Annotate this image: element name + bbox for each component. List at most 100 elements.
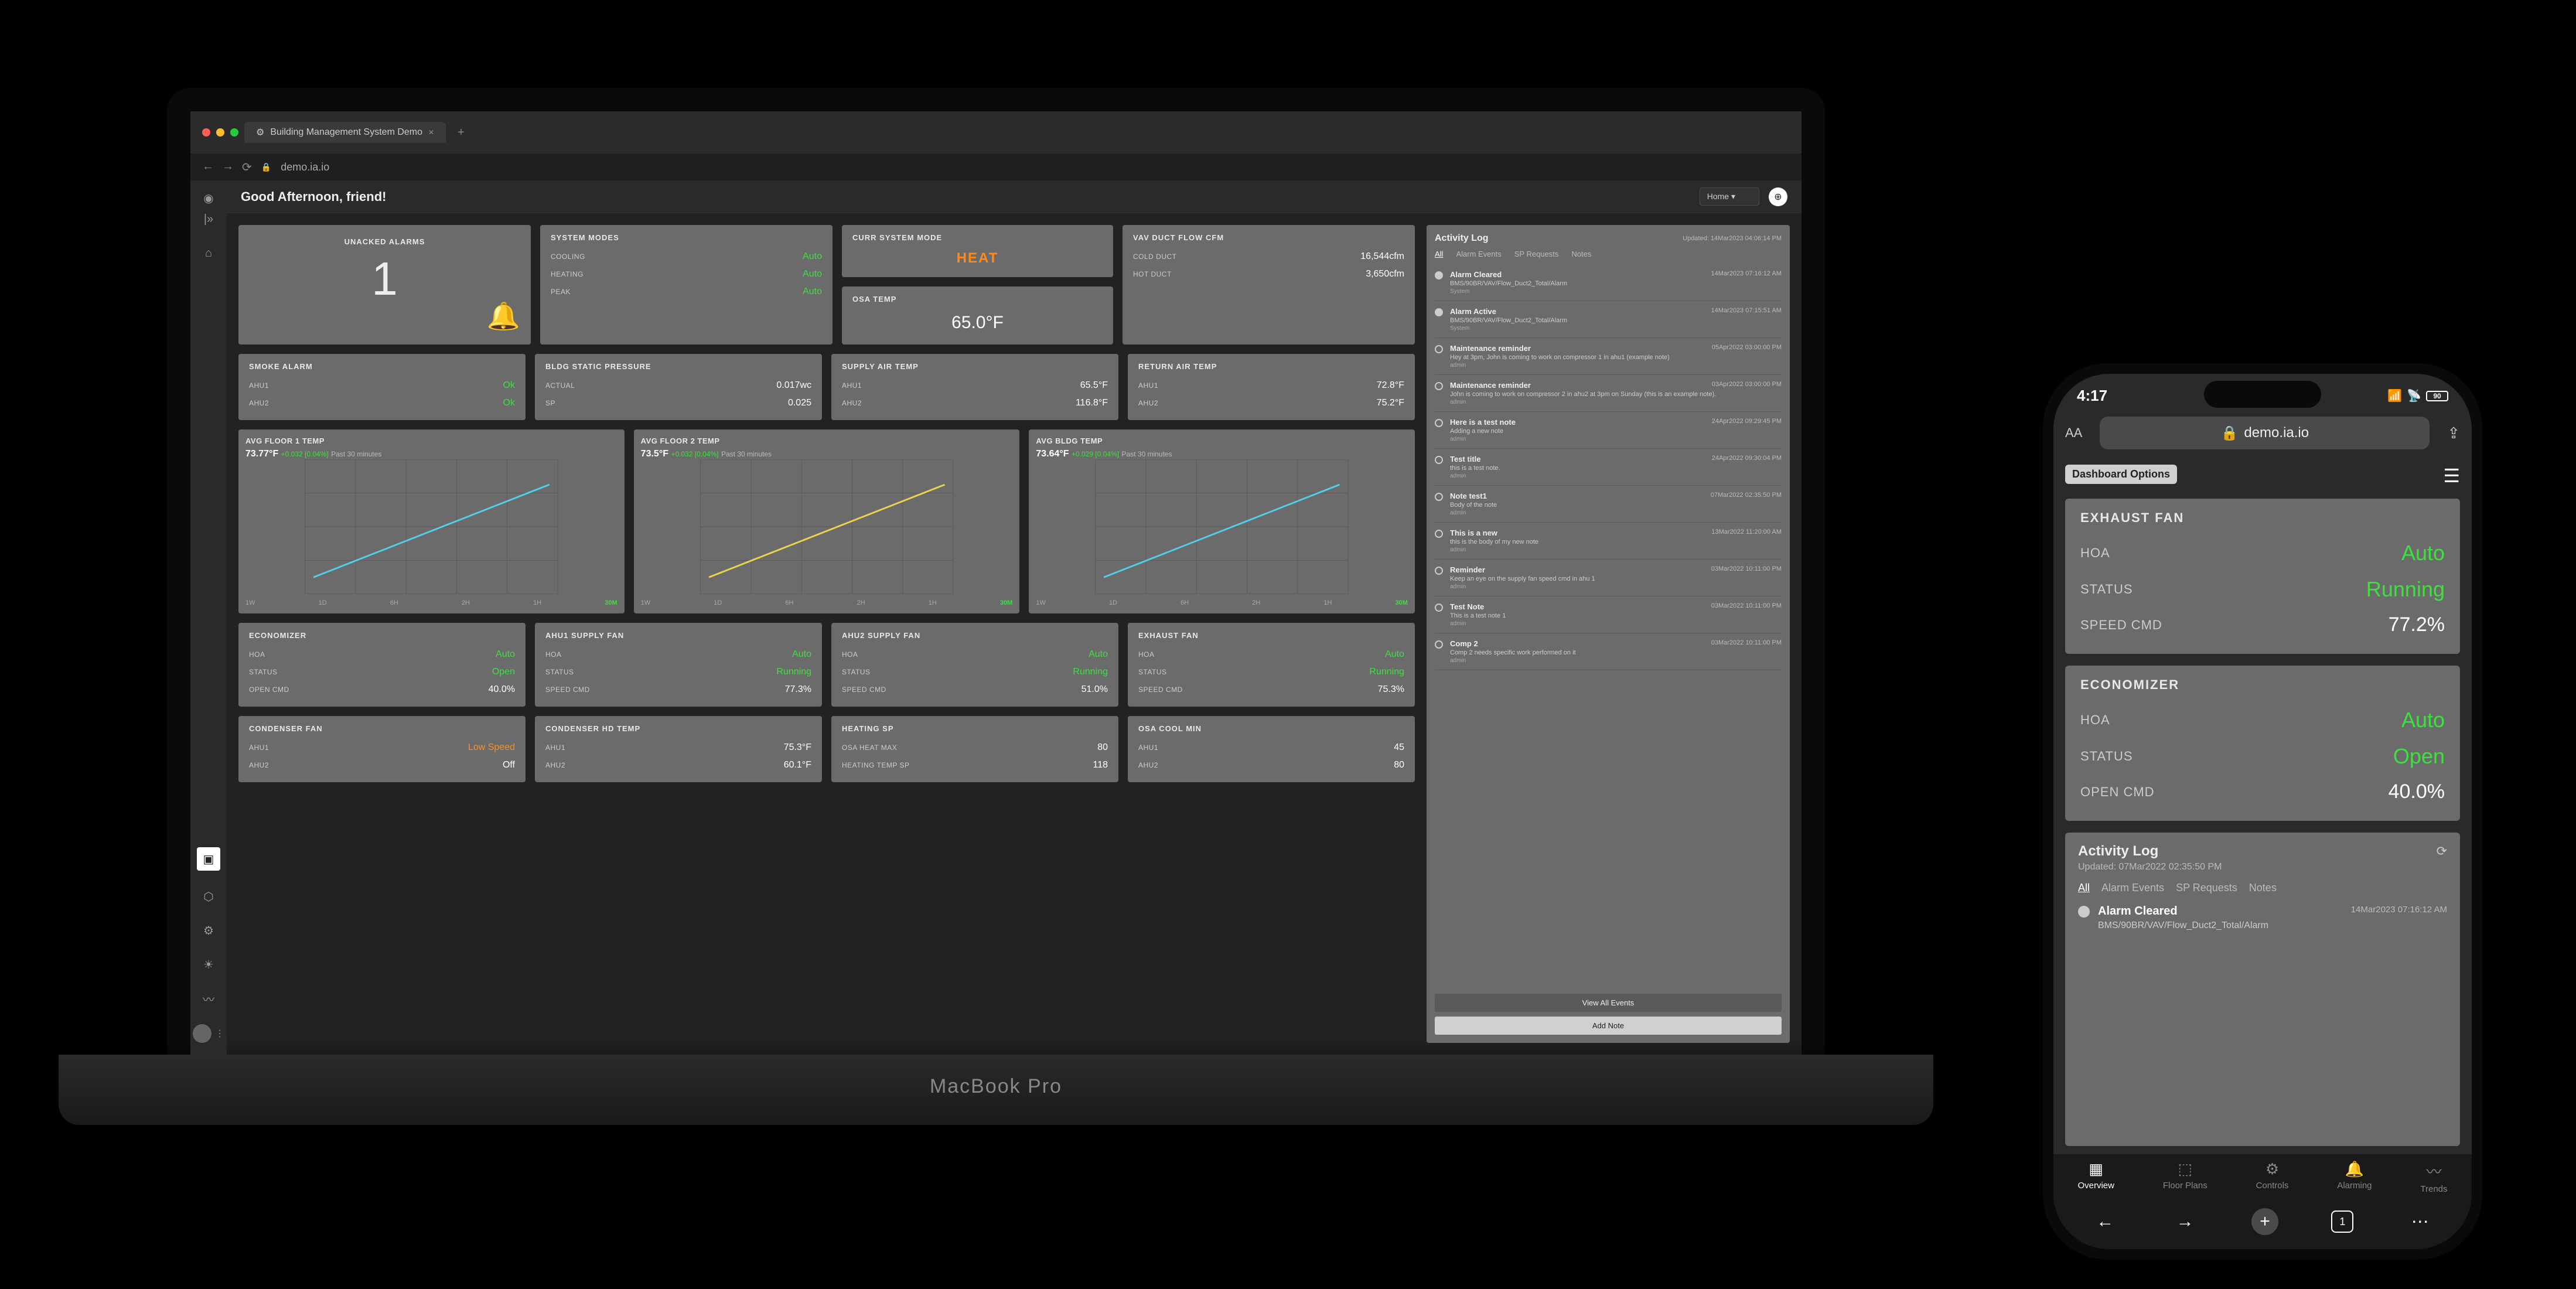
sidebar-logo-icon[interactable]: ◉: [200, 190, 217, 206]
activity-tab[interactable]: Notes: [1571, 250, 1591, 258]
chart-tick[interactable]: 2H: [1252, 599, 1260, 606]
chart-tick[interactable]: 1H: [929, 599, 937, 606]
activity-item[interactable]: Alarm Active14Mar2023 07:15:51 AM BMS/90…: [1435, 301, 1782, 338]
osa-cool-card[interactable]: OSA COOL MINAHU145AHU280: [1128, 716, 1415, 782]
phone-url-bar[interactable]: 🔒 demo.ia.io: [2100, 417, 2430, 449]
phone-back-button[interactable]: ←: [2091, 1208, 2118, 1235]
heating-sp-card[interactable]: HEATING SPOSA HEAT MAX80HEATING TEMP SP1…: [831, 716, 1118, 782]
chart-tick[interactable]: 2H: [857, 599, 865, 606]
sidebar-dashboard-icon[interactable]: ▣: [197, 847, 220, 871]
chart-tick[interactable]: 1D: [714, 599, 722, 606]
chart-card[interactable]: AVG BLDG TEMP 73.64°F +0.029 [0.04%] Pas…: [1029, 429, 1415, 613]
chart-tick[interactable]: 30M: [605, 599, 617, 606]
phone-plus-button[interactable]: +: [2251, 1208, 2278, 1235]
activity-tab[interactable]: SP Requests: [1514, 250, 1559, 258]
ahu2-supply-card[interactable]: AHU2 SUPPLY FANHOAAutoSTATUSRunningSPEED…: [831, 623, 1118, 707]
view-all-events-button[interactable]: View All Events: [1435, 994, 1782, 1012]
chart-tick[interactable]: 1D: [1109, 599, 1117, 606]
chart-tick[interactable]: 6H: [390, 599, 398, 606]
phone-activity-tab[interactable]: SP Requests: [2176, 882, 2237, 894]
chart-tick[interactable]: 6H: [1180, 599, 1189, 606]
add-note-button[interactable]: Add Note: [1435, 1017, 1782, 1035]
osa-temp-card[interactable]: OSA TEMP 65.0°F: [842, 287, 1113, 345]
maximize-window-icon[interactable]: [230, 128, 238, 137]
phone-tab-overview[interactable]: ▦Overview: [2077, 1160, 2114, 1194]
chart-tick[interactable]: 1W: [1036, 599, 1046, 606]
reload-button[interactable]: ⟳: [242, 160, 252, 175]
vav-cfm-card[interactable]: VAV DUCT FLOW CFM COLD DUCT16,544cfmHOT …: [1122, 225, 1415, 345]
phone-tab-alarming[interactable]: 🔔Alarming: [2337, 1160, 2372, 1194]
phone-forward-button[interactable]: →: [2172, 1208, 2199, 1235]
chart-tick[interactable]: 1H: [1323, 599, 1332, 606]
activity-item[interactable]: Note test107Mar2022 02:35:50 PM Body of …: [1435, 486, 1782, 523]
phone-tab-controls[interactable]: ⚙Controls: [2256, 1160, 2289, 1194]
sidebar-alarm-icon[interactable]: ☀: [200, 956, 217, 973]
forward-button[interactable]: →: [222, 160, 234, 175]
activity-item[interactable]: Here is a test note24Apr2022 09:29:45 PM…: [1435, 412, 1782, 449]
chart-tick[interactable]: 6H: [785, 599, 793, 606]
activity-item[interactable]: Alarm Cleared14Mar2023 07:16:12 AM BMS/9…: [1435, 264, 1782, 301]
phone-share-icon[interactable]: ⇪: [2447, 424, 2460, 442]
phone-exhaust-card[interactable]: EXHAUST FAN HOAAutoSTATUSRunningSPEED CM…: [2065, 499, 2460, 654]
activity-item[interactable]: Test Note03Mar2022 10:11:00 PM This is a…: [1435, 596, 1782, 633]
sidebar-floorplan-icon[interactable]: ⬡: [200, 888, 217, 905]
condenser-card[interactable]: CONDENSER FANAHU1Low SpeedAHU2Off: [238, 716, 526, 782]
window-controls[interactable]: [202, 128, 238, 137]
chart-tick[interactable]: 30M: [1000, 599, 1012, 606]
condenser-hd-card[interactable]: CONDENSER HD TEMPAHU175.3°FAHU260.1°F: [535, 716, 822, 782]
kv-row: HOAAuto: [1138, 646, 1404, 663]
activity-item[interactable]: Comp 203Mar2022 10:11:00 PM Comp 2 needs…: [1435, 633, 1782, 670]
sidebar-trends-icon[interactable]: 〰: [200, 990, 217, 1007]
exhaust-card[interactable]: EXHAUST FANHOAAutoSTATUSRunningSPEED CMD…: [1128, 623, 1415, 707]
phone-activity-tab[interactable]: All: [2078, 882, 2090, 894]
chart-tick[interactable]: 1D: [319, 599, 327, 606]
sidebar-controls-icon[interactable]: ⚙: [200, 922, 217, 939]
system-modes-card[interactable]: SYSTEM MODES COOLINGAutoHEATINGAutoPEAKA…: [540, 225, 832, 345]
hamburger-icon[interactable]: ☰: [2443, 465, 2460, 487]
phone-more-button[interactable]: ⋯: [2407, 1208, 2434, 1235]
sidebar-home-icon[interactable]: ⌂: [200, 245, 217, 261]
unacked-alarms-card[interactable]: UNACKED ALARMS 1 🔔: [238, 225, 531, 345]
chart-tick[interactable]: 1W: [245, 599, 255, 606]
chart-card[interactable]: AVG FLOOR 2 TEMP 73.5°F +0.032 [0.04%] P…: [634, 429, 1020, 613]
activity-item[interactable]: Maintenance reminder03Apr2022 03:00:00 P…: [1435, 375, 1782, 412]
url-text[interactable]: demo.ia.io: [281, 161, 329, 173]
supply-temp-card[interactable]: SUPPLY AIR TEMPAHU165.5°FAHU2116.8°F: [831, 354, 1118, 420]
new-tab-button[interactable]: +: [452, 126, 470, 139]
back-button[interactable]: ←: [202, 160, 214, 175]
curr-mode-card[interactable]: CURR SYSTEM MODE HEAT: [842, 225, 1113, 277]
activity-item[interactable]: This is a new13Mar2022 11:20:00 AM this …: [1435, 523, 1782, 560]
phone-activity-tab[interactable]: Notes: [2249, 882, 2277, 894]
phone-tab-trends[interactable]: 〰Trends: [2420, 1160, 2447, 1194]
chart-card[interactable]: AVG FLOOR 1 TEMP 73.77°F +0.032 [0.04%] …: [238, 429, 625, 613]
phone-activity-tab[interactable]: Alarm Events: [2101, 882, 2164, 894]
ahu1-supply-card[interactable]: AHU1 SUPPLY FANHOAAutoSTATUSRunningSPEED…: [535, 623, 822, 707]
activity-tab[interactable]: All: [1435, 250, 1443, 258]
chart-tick[interactable]: 1W: [641, 599, 651, 606]
topbar-action-button[interactable]: ⊕: [1769, 187, 1787, 206]
tab-close-icon[interactable]: ✕: [428, 128, 434, 137]
activity-item[interactable]: Reminder03Mar2022 10:11:00 PM Keep an ey…: [1435, 560, 1782, 596]
phone-tabs-button[interactable]: 1: [2331, 1210, 2353, 1233]
bldg-static-card[interactable]: BLDG STATIC PRESSUREACTUAL0.017wcSP0.025: [535, 354, 822, 420]
chart-tick[interactable]: 2H: [462, 599, 470, 606]
dashboard-options-button[interactable]: Dashboard Options: [2065, 465, 2177, 484]
close-window-icon[interactable]: [202, 128, 210, 137]
return-temp-card[interactable]: RETURN AIR TEMPAHU172.8°FAHU275.2°F: [1128, 354, 1415, 420]
activity-item[interactable]: Maintenance reminder05Apr2022 03:00:00 P…: [1435, 338, 1782, 375]
minimize-window-icon[interactable]: [216, 128, 224, 137]
phone-text-size-icon[interactable]: AA: [2065, 425, 2082, 441]
sidebar-expand-icon[interactable]: |»: [200, 211, 217, 227]
phone-economizer-card[interactable]: ECONOMIZER HOAAutoSTATUSOpenOPEN CMD40.0…: [2065, 666, 2460, 821]
activity-item[interactable]: Test title24Apr2022 09:30:04 PM this is …: [1435, 449, 1782, 486]
phone-tab-floor-plans[interactable]: ⬚Floor Plans: [2163, 1160, 2207, 1194]
chart-tick[interactable]: 30M: [1396, 599, 1408, 606]
browser-tab[interactable]: ⚙ Building Management System Demo ✕: [244, 122, 446, 143]
refresh-icon[interactable]: ⟳: [2437, 844, 2447, 859]
economizer-card[interactable]: ECONOMIZERHOAAutoSTATUSOpenOPEN CMD40.0%: [238, 623, 526, 707]
sidebar-user[interactable]: ⋮: [193, 1024, 224, 1043]
chart-tick[interactable]: 1H: [533, 599, 541, 606]
smoke-alarm-card[interactable]: SMOKE ALARMAHU1OkAHU2Ok: [238, 354, 526, 420]
activity-tab[interactable]: Alarm Events: [1456, 250, 1501, 258]
page-selector[interactable]: Home ▾: [1700, 187, 1759, 206]
